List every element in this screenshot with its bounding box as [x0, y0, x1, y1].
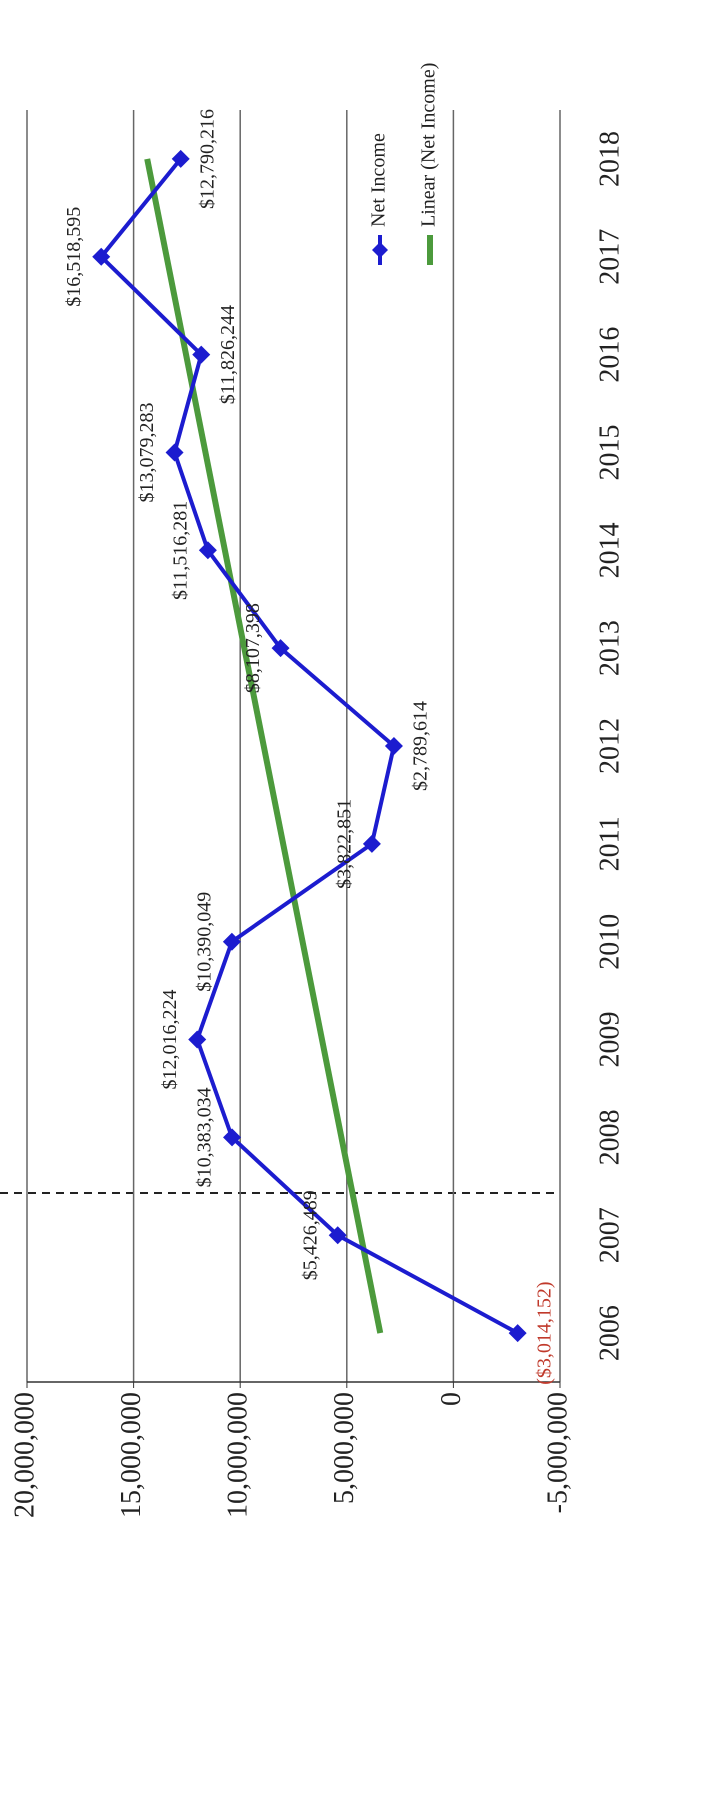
point-marker [192, 345, 211, 364]
point-marker [222, 932, 241, 951]
x-tick-label: 2014 [594, 522, 625, 578]
legend-label: Net Income [368, 133, 390, 227]
x-tick-label: 2007 [594, 1207, 625, 1263]
x-tick-label: 2013 [594, 620, 625, 676]
data-label: $10,390,049 [193, 892, 215, 992]
data-label: $3,822,851 [333, 799, 355, 889]
y-tick-label: 15,000,000 [116, 1392, 147, 1518]
rotated-chart: -5,000,000 0 5,000,000 10,000,000 15,000,000… [0, 63, 625, 1518]
x-tick-label: 2008 [594, 1109, 625, 1165]
y-tick-label: -5,000,000 [542, 1392, 573, 1513]
data-label: $8,107,398 [242, 603, 264, 693]
y-tick-label: 5,000,000 [329, 1392, 360, 1504]
x-tick-label: 2011 [594, 816, 625, 871]
x-tick-label: 2012 [594, 718, 625, 774]
point-marker [92, 247, 111, 266]
legend-label: Linear (Net Income) [418, 63, 440, 227]
y-tick-label: 10,000,000 [223, 1392, 254, 1518]
series-line [98, 157, 519, 1335]
data-label: $10,383,034 [194, 1087, 216, 1187]
y-tick-label: 0 [436, 1392, 467, 1406]
data-label: $11,516,281 [169, 501, 191, 600]
data-label: $5,426,489 [299, 1190, 321, 1280]
x-tick-label: 2018 [594, 131, 625, 187]
point-marker [188, 1030, 207, 1049]
data-label: $12,016,224 [159, 990, 181, 1090]
x-tick-label: 2017 [594, 229, 625, 285]
point-marker [508, 1324, 527, 1343]
data-label: $16,518,595 [63, 207, 85, 307]
trendline [144, 158, 384, 1334]
point-marker [198, 541, 217, 560]
point-marker [384, 737, 403, 755]
data-label: ($3,014,152) [533, 1281, 555, 1384]
x-tick-label: 2015 [594, 424, 625, 480]
point-marker [362, 834, 381, 853]
y-tick-label: 20,000,000 [9, 1392, 40, 1518]
data-label: $12,790,216 [196, 109, 218, 209]
point-marker [165, 443, 184, 462]
point-marker [271, 639, 290, 658]
data-label: $13,079,283 [136, 402, 158, 502]
x-tick-label: 2010 [594, 914, 625, 970]
data-label: $2,789,614 [410, 701, 432, 791]
x-tick-label: 2016 [594, 327, 625, 383]
legend-marker [372, 242, 388, 258]
data-label: $11,826,244 [217, 305, 239, 404]
x-tick-label: 2006 [594, 1305, 625, 1361]
point-marker [223, 1128, 242, 1147]
point-marker [171, 149, 190, 168]
x-tick-label: 2009 [594, 1012, 625, 1068]
